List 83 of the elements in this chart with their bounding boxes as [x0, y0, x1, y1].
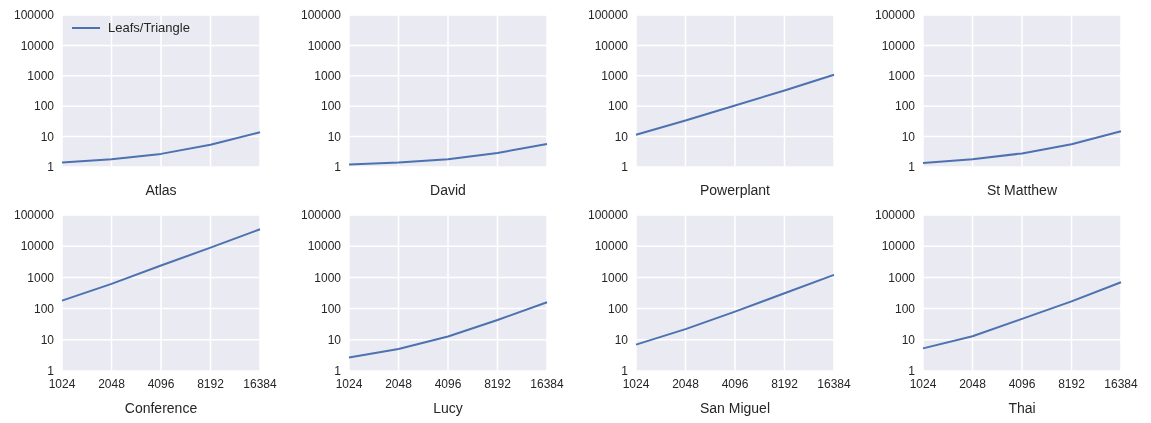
line-series [922, 281, 1122, 350]
x-axis-title: David [430, 182, 466, 198]
x-axis-title: St Matthew [986, 182, 1058, 198]
y-tick-label: 10 [901, 333, 916, 348]
line-series [635, 73, 835, 136]
y-tick-label: 100 [320, 99, 342, 114]
y-tick-label: 10000 [594, 239, 629, 254]
y-tick-label: 10000 [20, 38, 55, 53]
y-tick-label: 1 [908, 364, 916, 379]
y-tick-label: 10000 [20, 239, 55, 254]
y-tick-label: 1 [47, 160, 55, 175]
x-tick-label: 2048 [98, 376, 126, 391]
y-tick-label: 10 [901, 129, 916, 144]
y-tick-label: 1 [334, 364, 342, 379]
y-tick-label: 10000 [594, 38, 629, 53]
y-tick-label: 100000 [874, 8, 916, 23]
y-tick-label: 1 [334, 160, 342, 175]
x-tick-label: 4096 [147, 376, 175, 391]
x-tick-label: 8192 [771, 376, 799, 391]
x-axis-title: Thai [1008, 400, 1036, 416]
x-axis-title: Powerplant [699, 182, 771, 198]
x-tick-label: 16384 [1104, 376, 1139, 391]
y-tick-label: 100000 [300, 8, 342, 23]
y-tick-label: 10000 [307, 239, 342, 254]
y-tick-label: 100000 [587, 8, 629, 23]
y-tick-label: 10 [614, 129, 629, 144]
y-tick-label: 100000 [13, 8, 55, 23]
x-tick-label: 4096 [1008, 376, 1036, 391]
y-tick-label: 100 [320, 301, 342, 316]
y-tick-label: 1000 [314, 270, 342, 285]
x-tick-label: 1024 [48, 376, 76, 391]
x-axis-title: Atlas [145, 182, 177, 198]
line-series [61, 131, 261, 164]
x-tick-label: 2048 [959, 376, 987, 391]
y-tick-label: 100000 [587, 208, 629, 223]
y-tick-label: 100 [607, 301, 629, 316]
y-tick-label: 10 [40, 129, 55, 144]
x-axis-title: Conference [124, 400, 198, 416]
y-tick-label: 1 [908, 160, 916, 175]
y-tick-label: 10000 [881, 239, 916, 254]
y-tick-label: 1000 [27, 270, 55, 285]
x-tick-label: 8192 [197, 376, 225, 391]
y-tick-label: 100 [894, 301, 916, 316]
y-tick-label: 1000 [314, 69, 342, 84]
y-tick-label: 10 [40, 333, 55, 348]
x-tick-label: 2048 [385, 376, 413, 391]
y-tick-label: 1000 [601, 69, 629, 84]
y-tick-label: 1000 [888, 69, 916, 84]
x-tick-label: 4096 [721, 376, 749, 391]
y-tick-label: 1000 [888, 270, 916, 285]
y-tick-label: 1000 [601, 270, 629, 285]
line-series [635, 273, 835, 346]
x-tick-label: 8192 [484, 376, 512, 391]
x-tick-label: 16384 [243, 376, 278, 391]
y-tick-label: 10000 [307, 38, 342, 53]
y-tick-label: 100000 [300, 208, 342, 223]
x-tick-label: 16384 [530, 376, 565, 391]
legend-label: Leafs/Triangle [108, 20, 190, 35]
y-tick-label: 10000 [881, 38, 916, 53]
y-tick-label: 100 [894, 99, 916, 114]
y-tick-label: 10 [327, 333, 342, 348]
x-tick-label: 1024 [335, 376, 363, 391]
y-tick-label: 1 [47, 364, 55, 379]
y-tick-label: 100000 [13, 208, 55, 223]
y-tick-label: 1000 [27, 69, 55, 84]
x-axis-title: San Miguel [699, 400, 771, 416]
x-tick-label: 16384 [817, 376, 852, 391]
x-tick-label: 1024 [622, 376, 650, 391]
line-series [61, 228, 261, 302]
y-tick-label: 100000 [874, 208, 916, 223]
x-tick-label: 1024 [909, 376, 937, 391]
x-axis-title: Lucy [433, 400, 463, 416]
line-series [348, 301, 548, 359]
x-tick-label: 4096 [434, 376, 462, 391]
y-tick-label: 10 [327, 129, 342, 144]
x-tick-label: 2048 [672, 376, 700, 391]
y-tick-label: 10 [614, 333, 629, 348]
y-tick-label: 100 [33, 99, 55, 114]
y-tick-label: 100 [33, 301, 55, 316]
y-tick-label: 1 [621, 364, 629, 379]
x-tick-label: 8192 [1058, 376, 1086, 391]
y-tick-label: 1 [621, 160, 629, 175]
y-tick-label: 100 [607, 99, 629, 114]
